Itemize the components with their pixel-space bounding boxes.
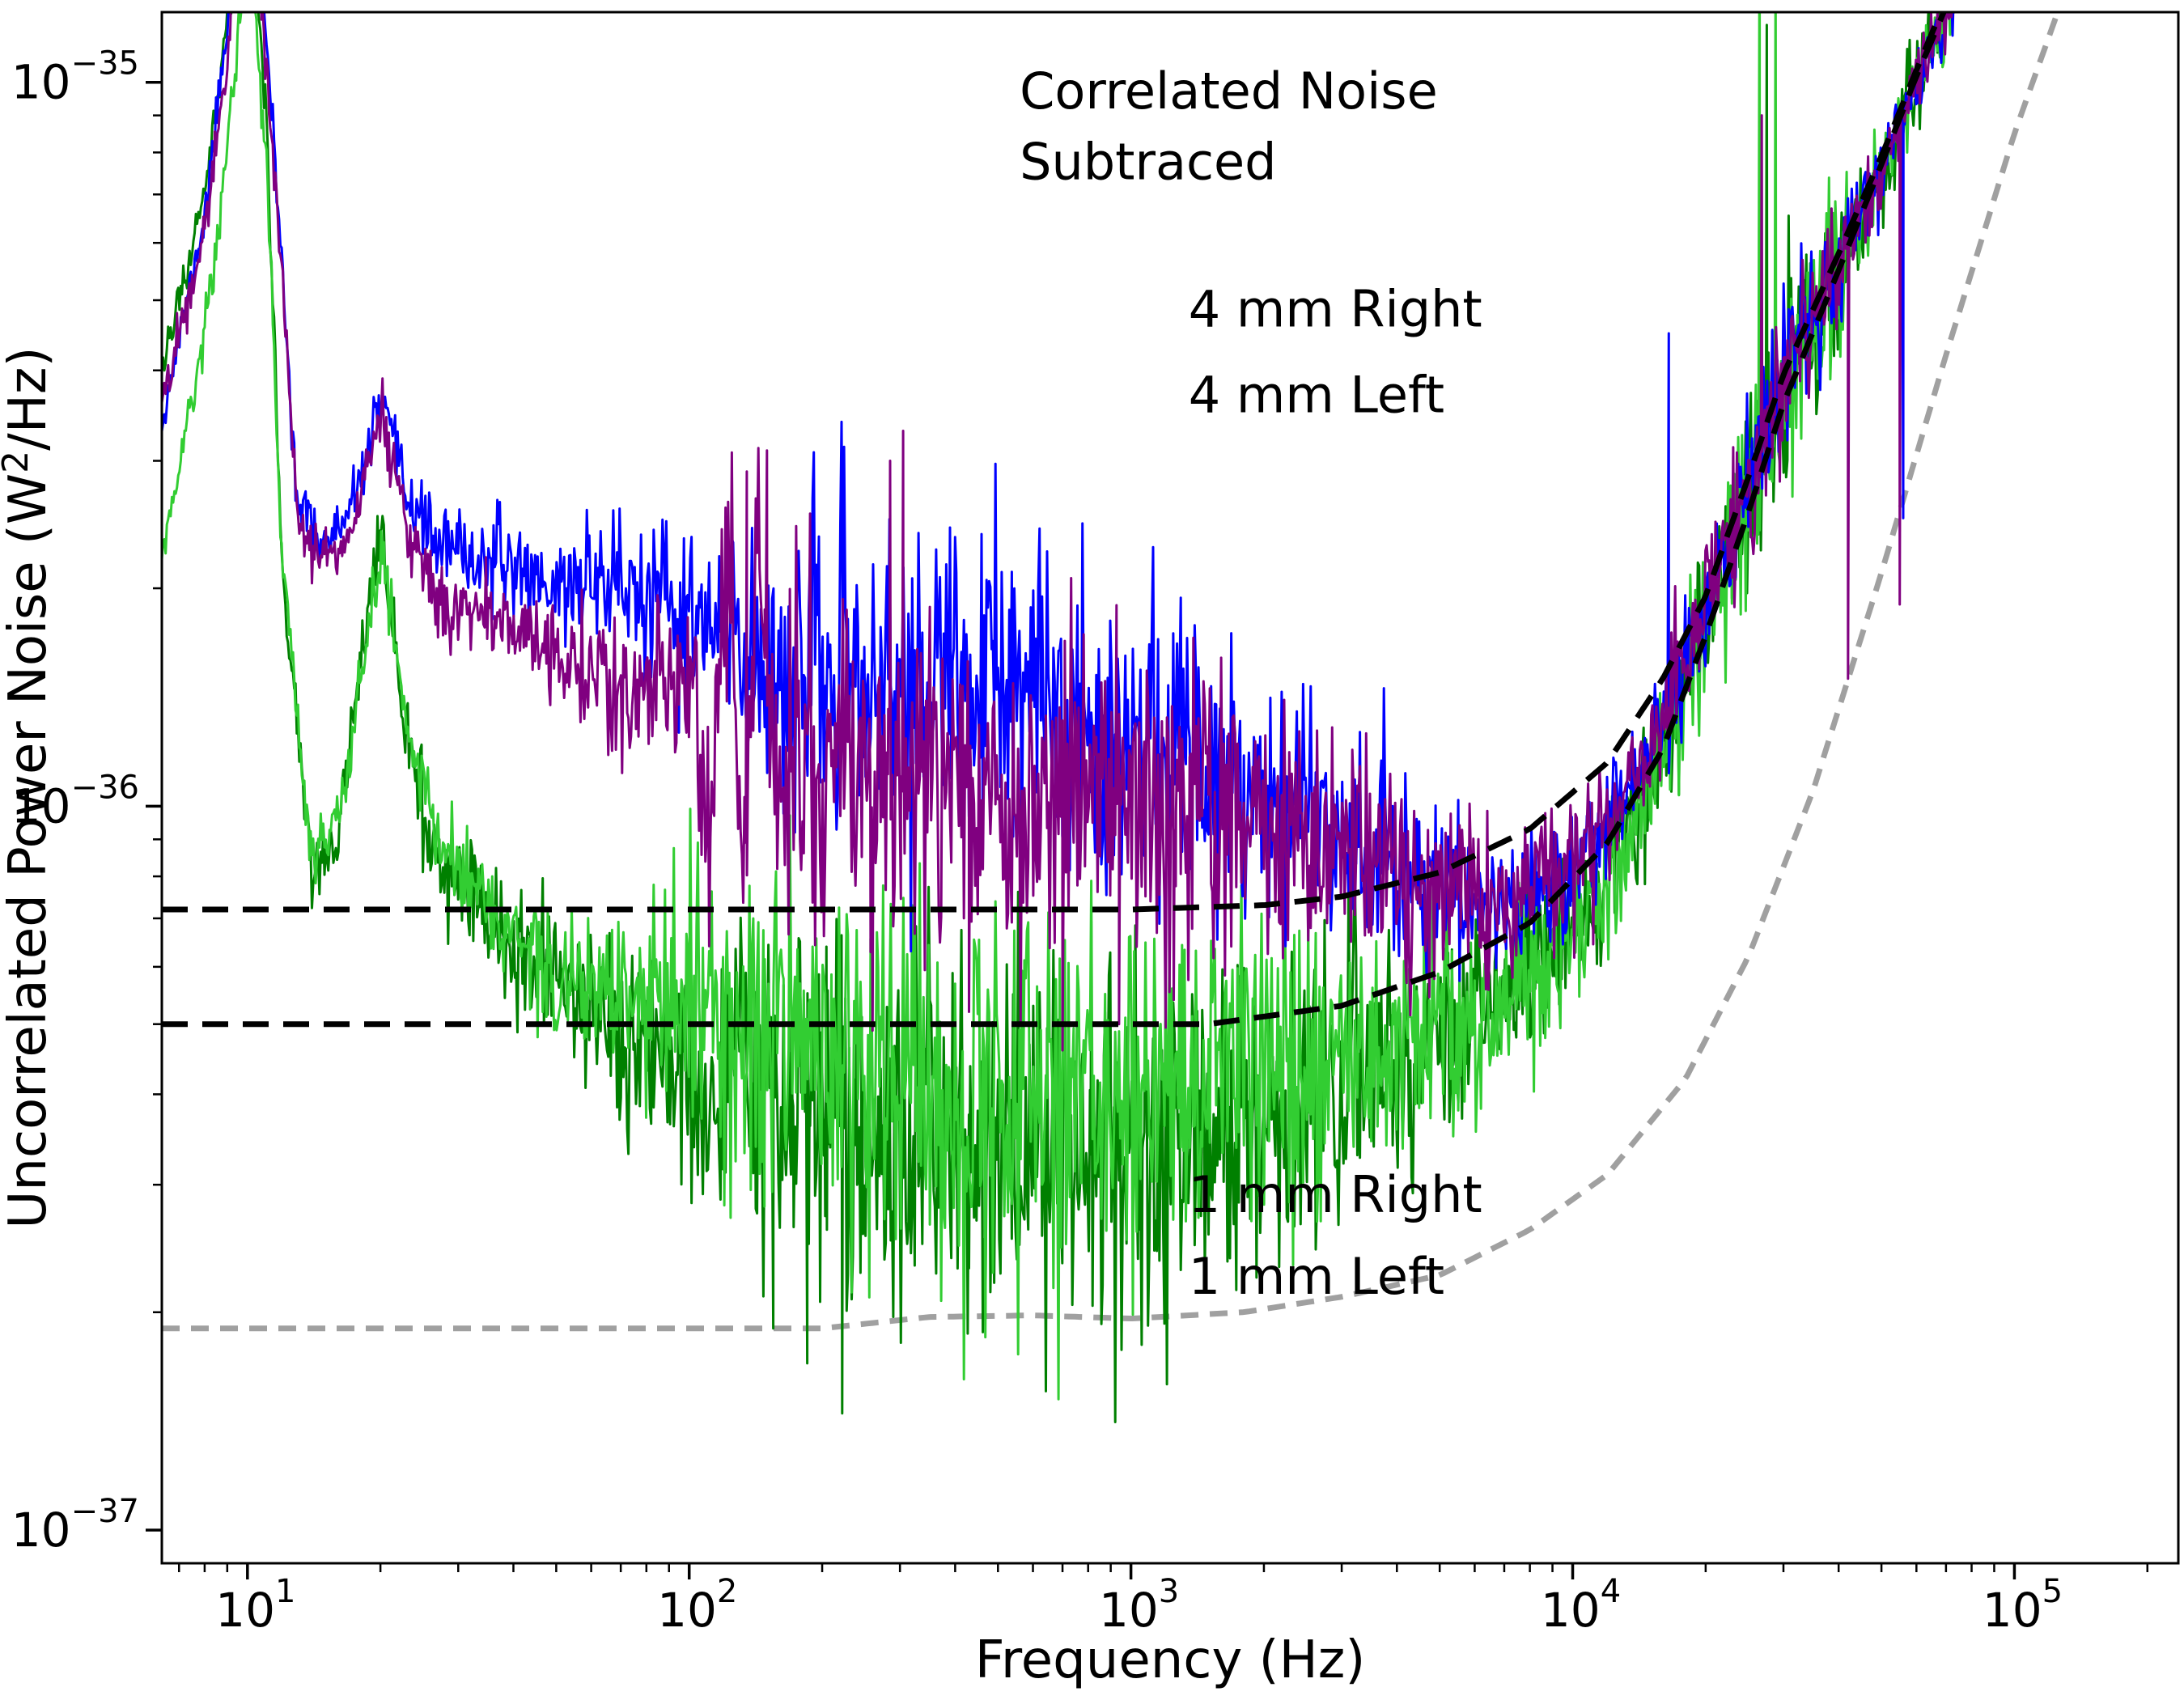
x-tick-label: 102 [657, 1573, 737, 1638]
annotation-label-4mm-left: 4 mm Left [1189, 366, 1444, 425]
y-tick-label: 10−35 [11, 45, 139, 110]
annotation-label-1mm-left: 1 mm Left [1189, 1247, 1444, 1306]
dashed-gray-reference [162, 12, 2061, 1332]
annotation-label-4mm-right: 4 mm Right [1189, 279, 1482, 338]
tick-labels: 101 102 103 104 105 10−35 10−36 10−37 [11, 45, 2063, 1638]
axes-frame [160, 11, 2180, 1565]
annotation-title-line-2: Subtraced [1020, 132, 1276, 191]
y-tick-label: 10−37 [11, 1493, 139, 1558]
annotation-title-line-1: Correlated Noise [1020, 61, 1438, 121]
x-tick-label: 103 [1099, 1573, 1179, 1638]
x-axis-label: Frequency (Hz) [975, 1630, 1366, 1690]
x-tick-label: 101 [215, 1573, 295, 1638]
plot-area [162, 12, 2061, 1423]
x-tick-label: 104 [1541, 1573, 1621, 1638]
y-tick-label: 10−36 [11, 769, 139, 833]
x-tick-label: 105 [1983, 1573, 2063, 1638]
axis-ticks [146, 80, 2149, 1579]
y-axis-label: Uncorrelated Power Noise (W2/Hz) [0, 347, 58, 1229]
series-4mm-right [162, 12, 1953, 1052]
annotation-label-1mm-right: 1 mm Right [1189, 1165, 1482, 1224]
dashed-model-lower [162, 12, 1947, 1028]
series-1mm-right [162, 12, 1956, 1401]
dashed-model-upper [162, 12, 1944, 913]
